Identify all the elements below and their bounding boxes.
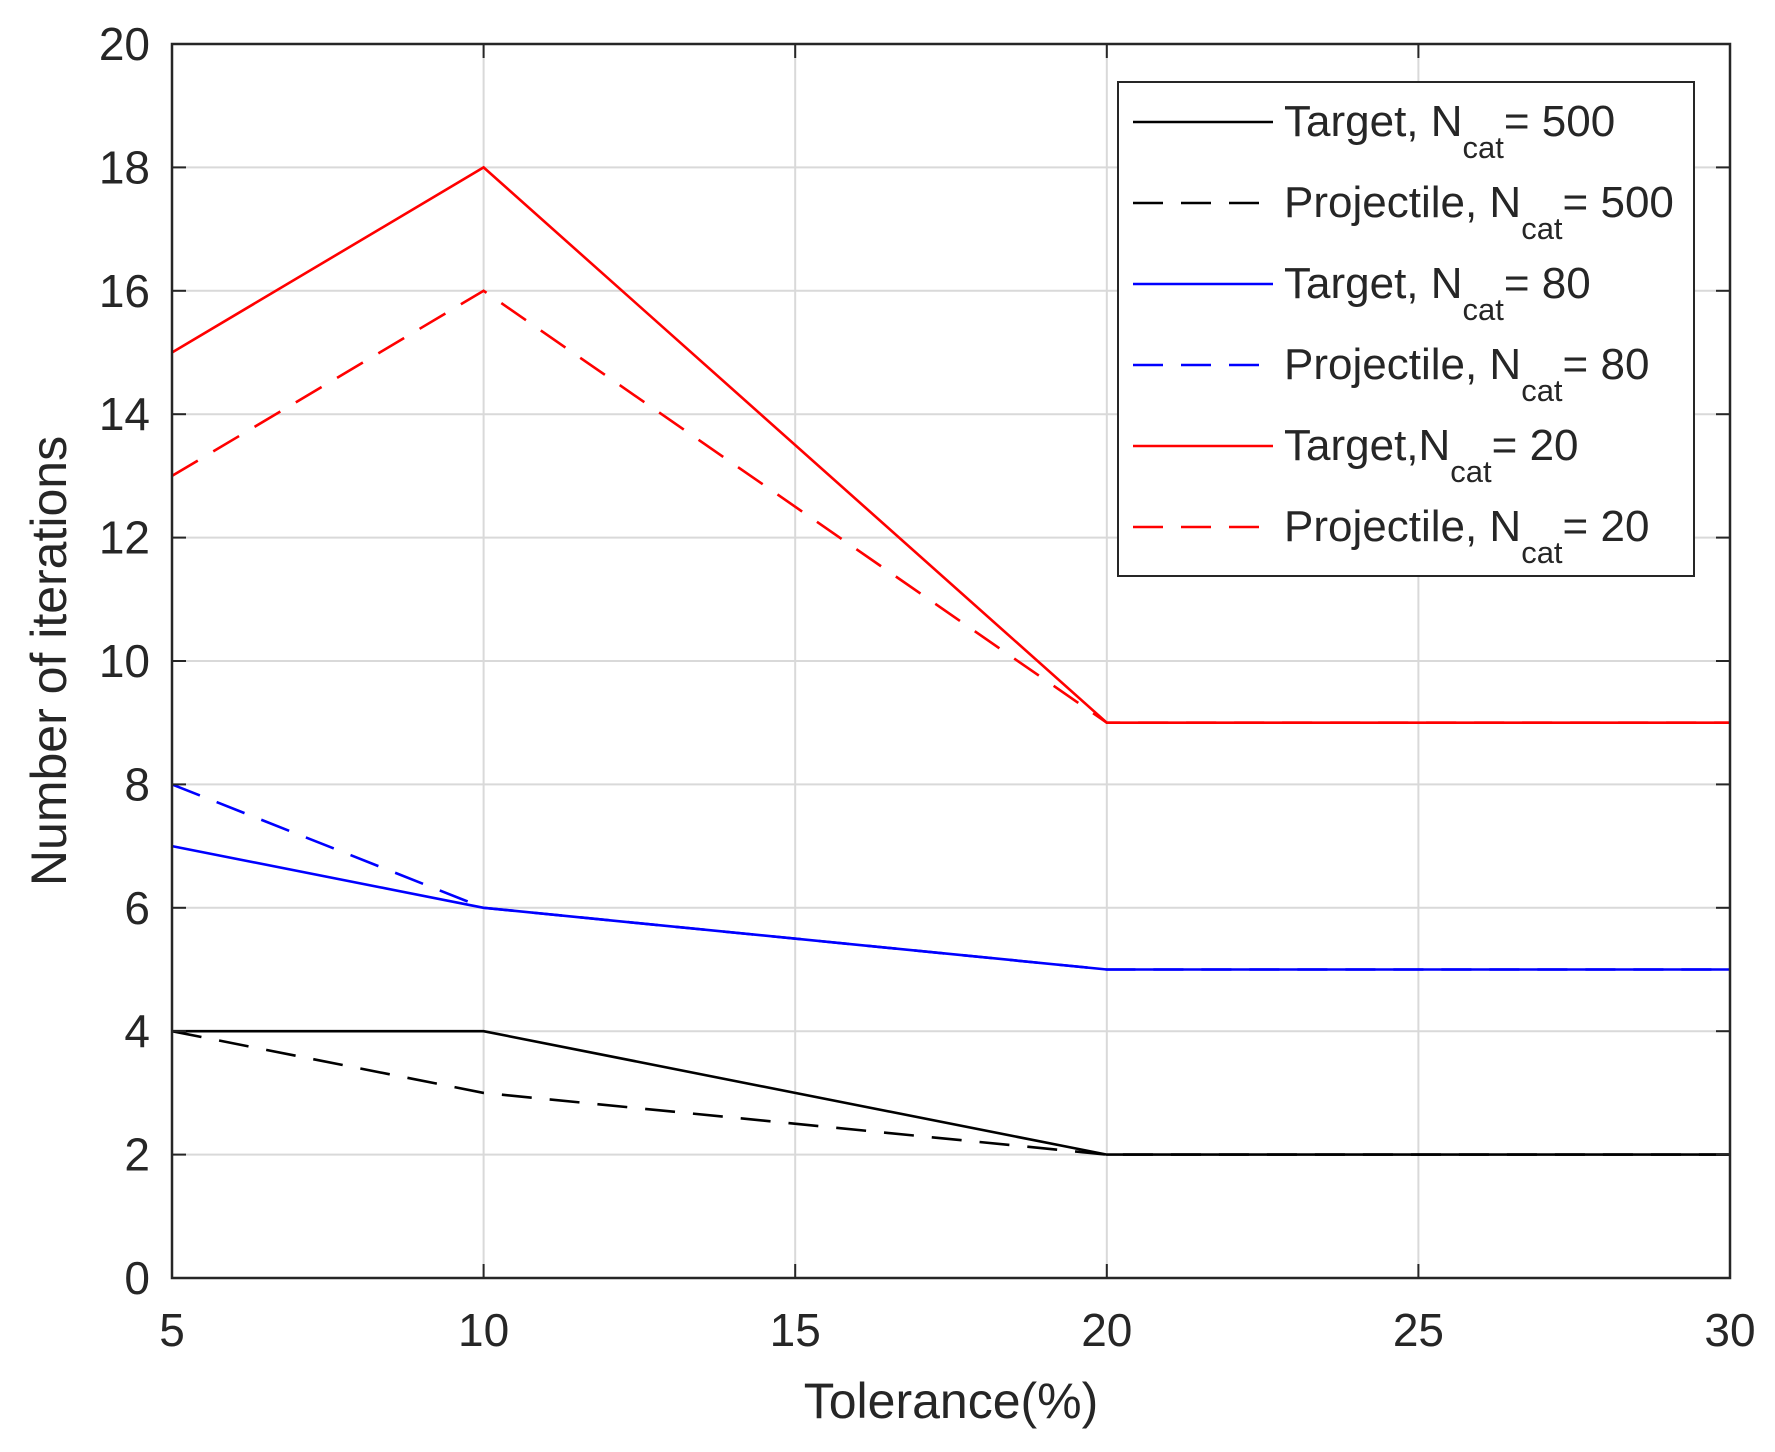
y-tick-label: 2 <box>124 1129 150 1181</box>
legend-label-main: Target,N <box>1284 421 1450 470</box>
series-line-6 <box>171 289 1730 725</box>
series-line-4 <box>171 783 1730 971</box>
x-tick-label: 25 <box>1393 1304 1444 1356</box>
legend-label-main: Target, N <box>1284 97 1463 146</box>
y-tick-label: 6 <box>124 882 150 934</box>
ticks <box>171 43 1731 1279</box>
legend-label-main: Projectile, N <box>1284 178 1521 227</box>
legend-label-subscript: cat <box>1521 211 1563 246</box>
legend-label-tail: = 80 <box>1563 340 1650 389</box>
x-tick-label: 15 <box>770 1304 821 1356</box>
legend-label-main: Projectile, N <box>1284 340 1521 389</box>
legend-item-3: Target, Ncat= 80 <box>1133 259 1591 327</box>
legend-label-tail: = 500 <box>1563 178 1674 227</box>
legend-label: Projectile, Ncat= 20 <box>1284 502 1649 570</box>
x-tick-label: 20 <box>1081 1304 1132 1356</box>
legend-item-4: Projectile, Ncat= 80 <box>1133 340 1649 408</box>
legend-label-subscript: cat <box>1521 373 1563 408</box>
tick-labels: 5 10 15 20 25 30 0 2 4 6 8 10 12 14 16 18 20 <box>99 18 1756 1356</box>
legend-label-main: Target, N <box>1284 259 1463 308</box>
y-tick-label: 18 <box>99 141 150 193</box>
y-tick-label: 14 <box>99 388 150 440</box>
y-tick-label: 0 <box>124 1252 150 1304</box>
x-axis-title: Tolerance(%) <box>804 1373 1099 1429</box>
legend-label-subscript: cat <box>1463 130 1505 165</box>
legend-label-tail: = 500 <box>1504 97 1615 146</box>
y-tick-label: 8 <box>124 758 150 810</box>
y-tick-label: 12 <box>99 512 150 564</box>
legend-label-subscript: cat <box>1463 292 1505 327</box>
legend-item-1: Target, Ncat= 500 <box>1133 97 1615 165</box>
series-layer <box>171 165 1730 1156</box>
legend-label-tail: = 20 <box>1492 421 1579 470</box>
legend-label-tail: = 80 <box>1504 259 1591 308</box>
y-tick-label: 16 <box>99 265 150 317</box>
y-tick-label: 4 <box>124 1005 150 1057</box>
series-line-5 <box>171 165 1730 725</box>
legend-item-2: Projectile, Ncat= 500 <box>1133 178 1674 246</box>
legend-label-main: Projectile, N <box>1284 502 1521 551</box>
series-line-2 <box>171 1029 1730 1156</box>
legend-label-subscript: cat <box>1450 454 1492 489</box>
legend-label: Target,Ncat= 20 <box>1284 421 1579 489</box>
legend-box <box>1117 81 1695 577</box>
x-tick-label: 30 <box>1704 1304 1755 1356</box>
x-tick-label: 5 <box>159 1304 185 1356</box>
x-tick-label: 10 <box>458 1304 509 1356</box>
legend-label: Target, Ncat= 500 <box>1284 97 1615 165</box>
legend-item-5: Target,Ncat= 20 <box>1133 421 1579 489</box>
legend-label: Projectile, Ncat= 80 <box>1284 340 1649 408</box>
legend-label: Target, Ncat= 80 <box>1284 259 1591 327</box>
legend-item-6: Projectile, Ncat= 20 <box>1133 502 1649 570</box>
y-tick-label: 10 <box>99 635 150 687</box>
legend-label-subscript: cat <box>1521 535 1563 570</box>
y-tick-label: 20 <box>99 18 150 70</box>
legend-label: Projectile, Ncat= 500 <box>1284 178 1674 246</box>
legend-label-tail: = 20 <box>1563 502 1650 551</box>
y-axis-title: Number of iterations <box>21 436 77 886</box>
